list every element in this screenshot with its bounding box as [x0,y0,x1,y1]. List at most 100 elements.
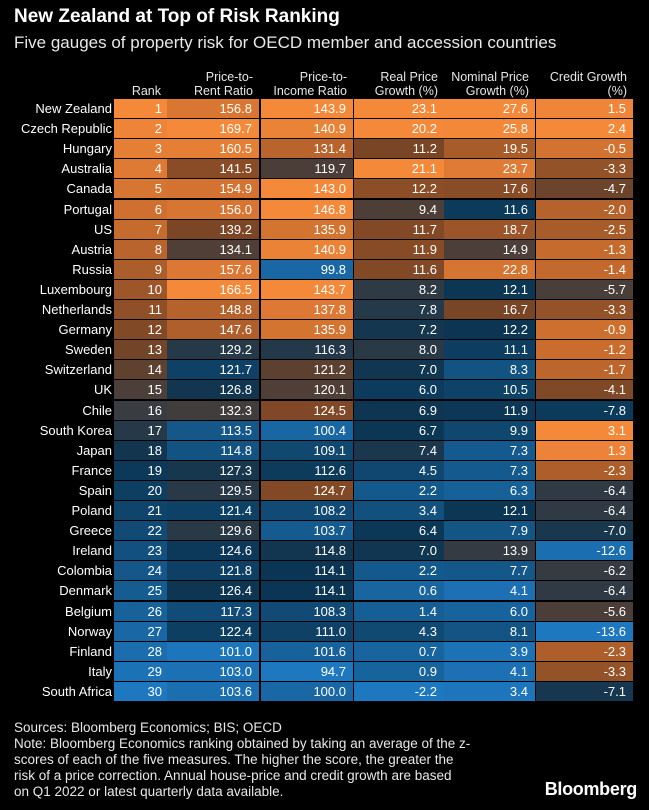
cell-price-to-rent: 154.9 [167,179,259,199]
cell-rank: 18 [114,440,167,460]
cell-rank: 28 [114,641,167,661]
cell-real-price-growth: 7.0 [354,360,444,380]
table-row: Greece 22 129.6 103.7 6.4 7.9 -7.0 [0,521,649,541]
cell-credit-growth: -12.6 [536,541,633,561]
cell-price-to-income: 143.9 [261,99,353,118]
cell-credit-growth: -6.4 [536,581,633,601]
cell-price-to-income: 131.4 [261,139,353,159]
country-label: Austria [71,241,112,257]
cell-rank: 1 [114,99,167,118]
cell-price-to-rent: 101.0 [167,641,259,661]
cell-credit-growth: -13.6 [536,621,633,641]
cell-price-to-income: 140.9 [261,119,353,139]
cell-price-to-rent: 160.5 [167,139,259,159]
cell-price-to-income: 103.7 [261,521,353,541]
table-row: Belgium 26 117.3 108.3 1.4 6.0 -5.6 [0,601,649,621]
cell-price-to-income: 143.7 [261,279,353,299]
cell-real-price-growth: 11.6 [354,259,444,279]
cell-real-price-growth: 12.2 [354,179,444,199]
cell-nominal-price-growth: 6.3 [444,480,535,500]
table-row: Chile 16 132.3 124.5 6.9 11.9 -7.8 [0,400,649,420]
table-row: Poland 21 121.4 108.2 3.4 12.1 -6.4 [0,501,649,520]
cell-nominal-price-growth: 12.1 [444,501,535,520]
cell-price-to-income: 100.4 [261,420,353,440]
cell-rank: 19 [114,460,167,480]
cell-real-price-growth: 7.8 [354,300,444,319]
cell-price-to-income: 135.9 [261,219,353,239]
cell-rank: 29 [114,661,167,681]
cell-nominal-price-growth: 8.1 [444,621,535,641]
cell-price-to-rent: 156.0 [167,199,259,219]
cell-credit-growth: -1.4 [536,259,633,279]
cell-rank: 23 [114,541,167,561]
cell-price-to-rent: 103.0 [167,661,259,681]
cell-price-to-rent: 132.3 [167,400,259,420]
cell-price-to-rent: 148.8 [167,300,259,319]
country-label: Belgium [65,603,112,619]
cell-nominal-price-growth: 7.9 [444,521,535,541]
cell-rank: 10 [114,279,167,299]
table-row: Luxembourg 10 166.5 143.7 8.2 12.1 -5.7 [0,279,649,299]
cell-rank: 27 [114,621,167,641]
country-label: Germany [58,322,112,338]
country-label: Canada [66,181,112,197]
cell-real-price-growth: 6.0 [354,380,444,400]
country-label: France [71,462,112,478]
cell-real-price-growth: 11.7 [354,219,444,239]
country-label: Portugal [63,201,112,217]
cell-nominal-price-growth: 9.9 [444,420,535,440]
cell-real-price-growth: 8.0 [354,340,444,360]
footer-note-line-4: on Q1 2022 or latest quarterly data avai… [14,784,284,799]
table-row: Austria 8 134.1 140.9 11.9 14.9 -1.3 [0,239,649,259]
cell-nominal-price-growth: 22.8 [444,259,535,279]
column-header-credit-growth: Credit Growth (%) [549,70,627,98]
country-label: Sweden [65,342,112,358]
cell-price-to-rent: 121.7 [167,360,259,380]
cell-rank: 21 [114,501,167,520]
cell-price-to-rent: 114.8 [167,440,259,460]
cell-real-price-growth: 11.9 [354,239,444,259]
cell-credit-growth: -3.3 [536,661,633,681]
cell-credit-growth: -2.3 [536,641,633,661]
table-row: Finland 28 101.0 101.6 0.7 3.9 -2.3 [0,641,649,661]
cell-credit-growth: -6.4 [536,480,633,500]
country-label: South Korea [39,422,112,438]
table-row: UK 15 126.8 120.1 6.0 10.5 -4.1 [0,380,649,400]
cell-real-price-growth: 23.1 [354,99,444,118]
column-header-price-to-income: Price-to- Income Ratio [273,70,347,98]
table-row: Canada 5 154.9 143.0 12.2 17.6 -4.7 [0,179,649,199]
cell-nominal-price-growth: 14.9 [444,239,535,259]
footer-note-line-3: risk of a price correction. Annual house… [14,768,452,783]
footer-sources: Sources: Bloomberg Economics; BIS; OECD [14,720,282,735]
table-row: Denmark 25 126.4 114.1 0.6 4.1 -6.4 [0,581,649,601]
cell-real-price-growth: 6.7 [354,420,444,440]
footer-note-line-2: scores of each of the five measures. The… [14,752,454,767]
cell-credit-growth: -4.7 [536,179,633,199]
cell-price-to-income: 143.0 [261,179,353,199]
column-header-price-to-rent: Price-to- Rent Ratio [193,70,253,98]
country-label: US [93,221,112,237]
cell-price-to-rent: 141.5 [167,159,259,179]
cell-price-to-income: 114.8 [261,541,353,561]
cell-rank: 20 [114,480,167,500]
country-label: Italy [88,663,112,679]
cell-nominal-price-growth: 3.9 [444,641,535,661]
cell-nominal-price-growth: 4.1 [444,581,535,601]
cell-price-to-rent: 147.6 [167,320,259,340]
cell-nominal-price-growth: 19.5 [444,139,535,159]
cell-credit-growth: -3.3 [536,300,633,319]
table-row: France 19 127.3 112.6 4.5 7.3 -2.3 [0,460,649,480]
country-label: Hungary [62,141,112,157]
cell-rank: 2 [114,119,167,139]
table-row: Ireland 23 124.6 114.8 7.0 13.9 -12.6 [0,541,649,561]
cell-price-to-income: 108.3 [261,601,353,621]
cell-price-to-rent: 156.8 [167,99,259,118]
cell-nominal-price-growth: 25.8 [444,119,535,139]
country-label: Chile [82,402,112,418]
country-label: Russia [72,261,112,277]
cell-real-price-growth: 7.0 [354,541,444,561]
table-row: Sweden 13 129.2 116.3 8.0 11.1 -1.2 [0,340,649,360]
cell-rank: 9 [114,259,167,279]
cell-price-to-income: 119.7 [261,159,353,179]
cell-rank: 8 [114,239,167,259]
